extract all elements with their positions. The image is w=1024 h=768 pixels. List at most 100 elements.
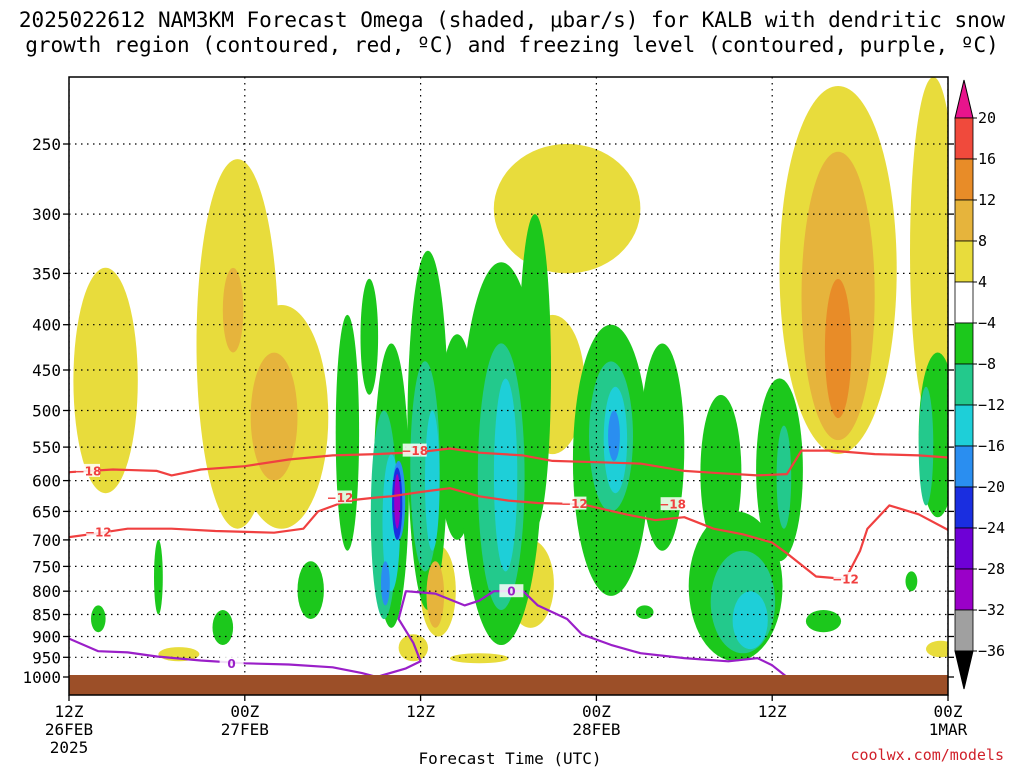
chart-title-line-1: 2025022612 NAM3KM Forecast Omega (shaded… [19,8,1006,32]
colorbar-max-arrow [954,79,974,119]
contour-label-bg-3 [660,497,685,511]
colorbar-label-4: 8 [978,232,987,250]
omega-region-9 [926,640,948,658]
colorbar-label-8: −12 [978,396,1005,414]
colorbar-box-6 [954,322,974,365]
plot-area: −18 −18 −18 −12 −12 −12 −12 0 0 250 300 350 400 450 5… [22,76,968,757]
omega-region-30 [154,539,163,615]
contour-label-bg-6 [562,496,587,510]
gridlines [69,77,948,678]
x-tick-label-60-1: 00Z [934,702,963,721]
omega-region-45 [824,278,852,419]
omega-colorbar: 20 16 12 8 4 −4 −8 −12 −16 −20 −24 −28 −32 −36 [954,79,1005,690]
omega-region-14 [360,278,379,395]
colorbar-box-13 [954,609,974,652]
x-tick-label-60-2: 1MAR [929,720,968,739]
y-axis: 250 300 350 400 450 500 550 600 650 700 750 800 850 9… [22,135,954,687]
x-tick-label-0-2: 26FEB [45,720,93,739]
colorbar-label-10: −20 [978,478,1005,496]
source-credit: coolwx.com/models [850,746,1004,764]
omega-region-44 [776,425,792,529]
contour-label-1: −18 [75,464,102,478]
contour-label-4: −12 [85,526,112,540]
y-tick-label-500: 500 [32,402,61,421]
x-tick-label-12-2: 27FEB [221,720,269,739]
temperature-contours: −18 −18 −18 −12 −12 −12 −12 0 0 [69,443,948,679]
y-tick-label-350: 350 [32,264,61,283]
x-tick-label-0-1: 12Z [55,702,84,721]
contour-label-bg-9 [499,584,524,598]
omega-region-33 [905,571,918,592]
omega-region-55 [394,474,401,529]
contour-label-bg-5 [328,490,352,504]
colorbar-label-6: −4 [978,314,996,332]
omega-region-26 [805,610,842,633]
omega-region-6 [910,77,948,426]
colorbar-box-4 [954,240,974,283]
colorbar-box-2 [954,158,974,201]
contour-label-bg-8 [219,656,244,670]
contour-label-9: 0 [507,585,515,599]
contour-label-bg-7 [833,572,858,585]
y-tick-label-850: 850 [32,606,61,625]
y-tick-label-950: 950 [32,648,61,667]
y-tick-label-400: 400 [32,316,61,335]
x-axis-title: Forecast Time (UTC) [418,749,601,768]
omega-region-4 [493,144,641,274]
contour-label-6: −12 [561,497,588,511]
y-tick-label-300: 300 [32,205,61,224]
omega-region-50 [732,591,768,650]
contour-label-bg-2 [402,443,427,457]
contour-dendritic--18 [69,447,948,477]
contour-label-bg-1 [76,463,100,477]
chart-title-line-2: growth region (contoured, red, ºC) and f… [25,33,999,57]
colorbar-label-13: −32 [978,601,1005,619]
x-tick-label-36-1: 00Z [582,702,611,721]
colorbar-label-1: 20 [978,109,996,127]
omega-region-52 [381,561,390,606]
contour-label-5: −12 [327,491,354,505]
colorbar-label-7: −8 [978,355,996,373]
contour-label-3: −18 [659,498,686,512]
colorbar-min-arrow [954,650,974,690]
omega-region-1 [73,267,138,494]
colorbar-label-3: 12 [978,191,996,209]
omega-region-34 [222,267,244,353]
y-tick-label-800: 800 [32,582,61,601]
colorbar-box-7 [954,363,974,406]
omega-region-31 [91,605,106,633]
omega-region-13 [449,653,509,664]
y-tick-label-1000: 1000 [22,668,61,687]
contour-label-2: −18 [401,444,428,458]
y-tick-label-550: 550 [32,438,61,457]
omega-region-28 [212,610,234,645]
contour-label-7: −12 [832,573,859,587]
omega-region-20 [518,214,552,529]
colorbar-box-1 [954,117,974,160]
x-tick-label-48-1: 12Z [758,702,787,721]
colorbar-box-12 [954,568,974,611]
omega-region-48 [493,378,518,572]
omega-region-29 [297,561,324,619]
colorbar-box-10 [954,486,974,529]
contour-label-8: 0 [227,657,235,671]
colorbar-box-8 [954,404,974,447]
omega-region-35 [250,352,298,481]
y-tick-label-750: 750 [32,557,61,576]
x-tick-label-0-3: 2025 [50,738,89,757]
colorbar-box-5 [954,281,974,324]
x-tick-label-24-1: 12Z [406,702,435,721]
y-tick-label-700: 700 [32,531,61,550]
omega-region-43 [918,386,934,506]
colorbar-label-11: −24 [978,519,1005,537]
colorbar-box-11 [954,527,974,570]
omega-region-53 [608,410,620,461]
ground-surface [69,675,948,695]
omega-region-32 [635,605,654,619]
y-tick-label-250: 250 [32,135,61,154]
y-tick-label-600: 600 [32,472,61,491]
plot-frame [68,76,949,696]
colorbar-label-14: −36 [978,642,1005,660]
omega-region-47 [425,410,440,551]
